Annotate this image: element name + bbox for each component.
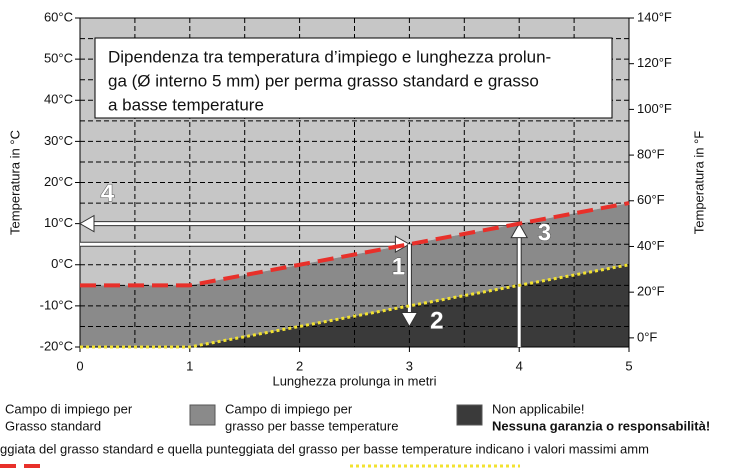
- y-tick-label: -20°C: [40, 338, 73, 353]
- y2-axis-label: Temperatura in °F: [691, 131, 706, 235]
- x-tick-label: 3: [406, 358, 413, 373]
- legend-label: Campo di impiego per: [225, 401, 353, 416]
- legend-label: Grasso standard: [5, 418, 101, 433]
- y2-tick-label: 60°F: [637, 192, 665, 207]
- legend-label: grasso per basse temperature: [225, 418, 398, 433]
- y-tick-label: 0°C: [51, 256, 73, 271]
- annotation: 1: [392, 253, 405, 280]
- y-tick-label: 40°C: [44, 92, 73, 107]
- arrow-head: [400, 311, 419, 328]
- annotation: 3: [538, 220, 551, 247]
- y2-tick-label: 80°F: [637, 147, 665, 162]
- line-series: [80, 263, 630, 349]
- y-tick-label: 10°C: [44, 215, 73, 230]
- y-tick-label: 20°C: [44, 174, 73, 189]
- y2-tick-label: 100°F: [637, 101, 672, 116]
- arrow-head: [78, 214, 95, 233]
- y2-tick-label: 120°F: [637, 55, 672, 70]
- y-tick-label: 50°C: [44, 51, 73, 66]
- y-tick-label: 60°C: [44, 9, 73, 24]
- y-tick-label: 30°C: [44, 133, 73, 148]
- y2-tick-label: 40°F: [637, 238, 665, 253]
- y2-tick-label: 20°F: [637, 284, 665, 299]
- legend-swatch: [456, 404, 483, 426]
- line-series: [80, 201, 630, 288]
- footnote: ggiata del grasso standard e quella punt…: [0, 441, 649, 456]
- annotation: 4: [101, 180, 115, 207]
- y2-tick-label: 0°F: [637, 329, 657, 344]
- y2-tick-label: 140°F: [637, 9, 672, 24]
- chart-title: a basse temperature: [108, 95, 264, 114]
- y-tick-label: -10°C: [40, 297, 73, 312]
- x-axis-label: Lunghezza prolunga in metri: [272, 373, 436, 388]
- x-tick-label: 0: [76, 358, 83, 373]
- x-tick-label: 4: [516, 358, 523, 373]
- x-tick-label: 5: [625, 358, 632, 373]
- chart-title: ga (Ø interno 5 mm) per perma grasso sta…: [108, 71, 539, 90]
- legend-label: Nessuna garanzia o responsabilità!: [492, 418, 710, 433]
- x-tick-label: 1: [186, 358, 193, 373]
- legend-swatch: [189, 404, 216, 426]
- arrow-head: [510, 222, 529, 239]
- y-axis-label: Temperatura in °C: [7, 130, 22, 235]
- title-box: [94, 37, 613, 119]
- legend-label: Campo di impiego per: [5, 401, 133, 416]
- legend-label: Non applicabile!: [492, 401, 585, 416]
- x-tick-label: 2: [296, 358, 303, 373]
- chart-title: Dipendenza tra temperatura d’impiego e l…: [108, 47, 551, 66]
- annotation: 2: [430, 308, 443, 335]
